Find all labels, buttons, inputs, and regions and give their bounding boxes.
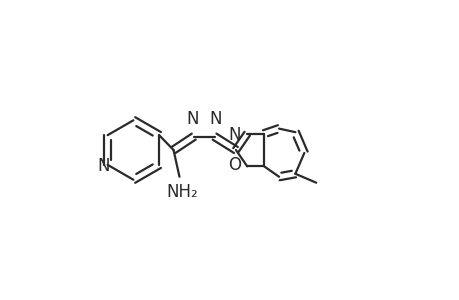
Text: NH₂: NH₂ — [166, 183, 197, 201]
Text: N: N — [209, 110, 222, 128]
Text: N: N — [228, 126, 241, 144]
Text: N: N — [97, 157, 110, 175]
Text: N: N — [185, 110, 198, 128]
Text: O: O — [228, 156, 241, 174]
